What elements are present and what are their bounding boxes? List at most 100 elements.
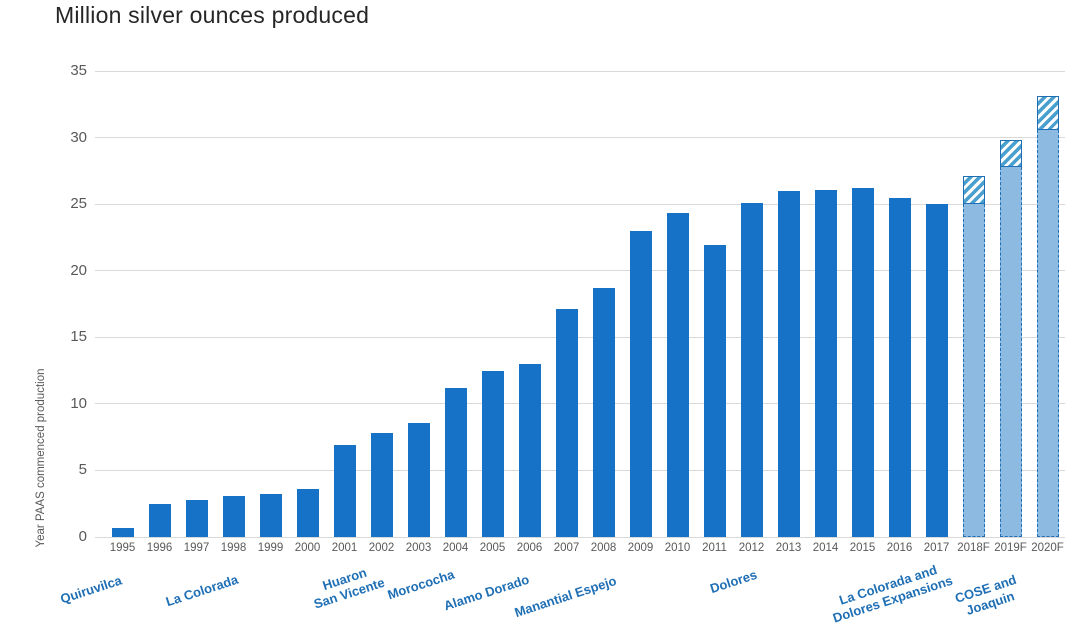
bar-2012 xyxy=(740,202,763,537)
y-tick-35: 35 xyxy=(70,62,87,79)
x-tick-1996: 1996 xyxy=(146,542,173,554)
x-tick-2007: 2007 xyxy=(553,542,580,554)
bar-2003-actual xyxy=(407,422,430,537)
bar-2006 xyxy=(518,363,541,537)
bar-2014 xyxy=(814,189,837,537)
gridline-5 xyxy=(95,469,1065,471)
x-tick-2009: 2009 xyxy=(627,542,654,554)
bar-2005-actual xyxy=(481,370,504,537)
bar-2018F-forecast-base xyxy=(962,204,985,537)
x-tick-1995: 1995 xyxy=(109,542,136,554)
bar-2015 xyxy=(851,188,874,537)
bar-2002-actual xyxy=(370,433,393,537)
y-tick-15: 15 xyxy=(70,328,87,346)
y-tick-5: 5 xyxy=(78,461,87,479)
gridline-25 xyxy=(95,203,1065,205)
mine-label-dolores: Dolores xyxy=(707,567,759,597)
y-tick-0: 0 xyxy=(78,528,87,545)
bar-2016 xyxy=(888,197,911,537)
bar-2002 xyxy=(370,433,393,537)
x-tick-2010: 2010 xyxy=(664,542,691,554)
bar-2019F-forecast-base xyxy=(999,166,1022,537)
bar-2016-actual xyxy=(888,197,911,537)
gridline-30 xyxy=(95,137,1065,139)
bar-2009-actual xyxy=(629,230,652,537)
bar-2020F-forecast-base xyxy=(1036,129,1059,537)
x-tick-2003: 2003 xyxy=(405,542,432,554)
bar-1995 xyxy=(111,527,134,537)
x-tick-2005: 2005 xyxy=(479,542,506,554)
mine-label-la-colorada: La Colorada xyxy=(163,572,240,610)
x-tick-2014: 2014 xyxy=(812,542,839,554)
bar-2005 xyxy=(481,370,504,537)
bar-2018F-forecast-incremental xyxy=(962,176,985,205)
bar-1996-actual xyxy=(148,503,171,537)
gridline-20 xyxy=(95,270,1065,272)
bar-2017 xyxy=(925,204,948,537)
gridline-0 xyxy=(95,536,1065,538)
bar-1995-actual xyxy=(111,527,134,537)
x-tick-2013: 2013 xyxy=(775,542,802,554)
bar-2012-actual xyxy=(740,202,763,537)
bar-2010-actual xyxy=(666,213,689,537)
x-tick-1999: 1999 xyxy=(257,542,284,554)
bar-2019F xyxy=(999,140,1022,537)
x-tick-2015: 2015 xyxy=(849,542,876,554)
bar-2001-actual xyxy=(333,445,356,537)
x-tick-1997: 1997 xyxy=(183,542,210,554)
bar-1998 xyxy=(222,495,245,537)
bar-2009 xyxy=(629,230,652,537)
x-tick-2017: 2017 xyxy=(923,542,950,554)
x-tick-1998: 1998 xyxy=(220,542,247,554)
bar-2003 xyxy=(407,422,430,537)
bar-2010 xyxy=(666,213,689,537)
x-tick-2019F: 2019F xyxy=(994,542,1027,554)
bar-2015-actual xyxy=(851,188,874,537)
plot-area: 0 5 10 15 20 25 30 35 1995 1996 1997 1998 1999 2000 20… xyxy=(70,62,1065,554)
x-tick-2002: 2002 xyxy=(368,542,395,554)
x-tick-2004: 2004 xyxy=(442,542,469,554)
bar-2008 xyxy=(592,288,615,537)
bar-2004 xyxy=(444,387,467,537)
bar-2001 xyxy=(333,445,356,537)
mine-label-manantial-espejo: Manantial Espejo xyxy=(512,573,618,621)
chart-title: Million silver ounces produced xyxy=(55,2,370,28)
x-tick-2020F: 2020F xyxy=(1031,542,1064,554)
bar-1997 xyxy=(185,499,208,537)
bar-1998-actual xyxy=(222,495,245,537)
gridline-35 xyxy=(95,70,1065,72)
bar-1999 xyxy=(259,494,282,537)
y-tick-30: 30 xyxy=(70,128,87,146)
bar-2006-actual xyxy=(518,363,541,537)
bar-1996 xyxy=(148,503,171,537)
gridline-15 xyxy=(95,336,1065,338)
bar-2014-actual xyxy=(814,189,837,537)
x-tick-2011: 2011 xyxy=(702,542,727,554)
x-tick-2008: 2008 xyxy=(590,542,617,554)
y-tick-10: 10 xyxy=(70,394,87,412)
bar-1999-actual xyxy=(259,494,282,537)
x-tick-2016: 2016 xyxy=(886,542,913,554)
bar-2011 xyxy=(703,245,726,537)
bar-2020F-forecast-incremental xyxy=(1036,96,1059,130)
x-tick-2012: 2012 xyxy=(738,542,765,554)
bar-2020F xyxy=(1036,96,1059,537)
bar-1997-actual xyxy=(185,499,208,537)
bar-2007 xyxy=(555,309,578,537)
x-tick-2001: 2001 xyxy=(331,542,358,554)
bar-2007-actual xyxy=(555,309,578,537)
x-tick-2018F: 2018F xyxy=(957,542,990,554)
bar-2000 xyxy=(296,489,319,537)
bar-2004-actual xyxy=(444,387,467,537)
bar-2008-actual xyxy=(592,288,615,537)
bar-2011-actual xyxy=(703,245,726,537)
bar-2018F xyxy=(962,176,985,537)
bar-2013-actual xyxy=(777,190,800,537)
bar-2013 xyxy=(777,190,800,537)
y-tick-20: 20 xyxy=(70,261,87,279)
mine-label-quiruvilca: Quiruvilca xyxy=(58,572,124,607)
bar-2000-actual xyxy=(296,489,319,537)
y-tick-25: 25 xyxy=(70,195,87,213)
x-tick-2000: 2000 xyxy=(294,542,321,554)
